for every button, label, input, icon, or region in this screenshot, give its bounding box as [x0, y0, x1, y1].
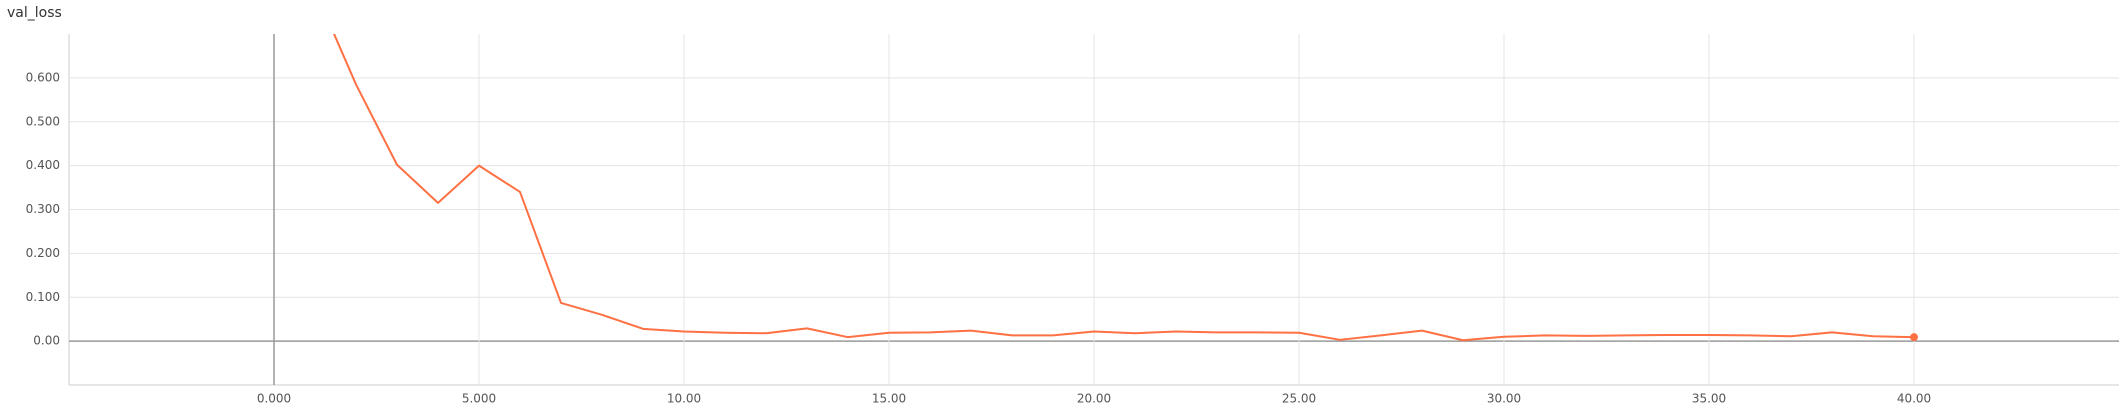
x-tick-label: 15.00 — [872, 392, 906, 406]
x-tick-label: 40.00 — [1897, 392, 1931, 406]
plot-area — [332, 34, 1915, 342]
x-tick-label: 5.000 — [462, 392, 496, 406]
x-tick-label: 25.00 — [1282, 392, 1316, 406]
x-tick-label: 10.00 — [667, 392, 701, 406]
x-tick-label: 35.00 — [1692, 392, 1726, 406]
y-tick-label: 0.100 — [26, 290, 60, 304]
y-tick-label: 0.200 — [26, 246, 60, 260]
x-tick-label: 30.00 — [1487, 392, 1521, 406]
data-line — [332, 34, 1915, 342]
y-tick-label: 0.600 — [26, 70, 60, 84]
x-tick-label: 20.00 — [1077, 392, 1111, 406]
y-tick-label: 0.300 — [26, 202, 60, 216]
y-tick-label: 0.00 — [33, 334, 60, 348]
last-point — [1910, 333, 1918, 342]
x-tick-label: 0.000 — [257, 392, 291, 406]
y-tick-label: 0.500 — [26, 114, 60, 128]
chart-title: val_loss — [7, 5, 62, 21]
y-tick-label: 0.400 — [26, 158, 60, 172]
